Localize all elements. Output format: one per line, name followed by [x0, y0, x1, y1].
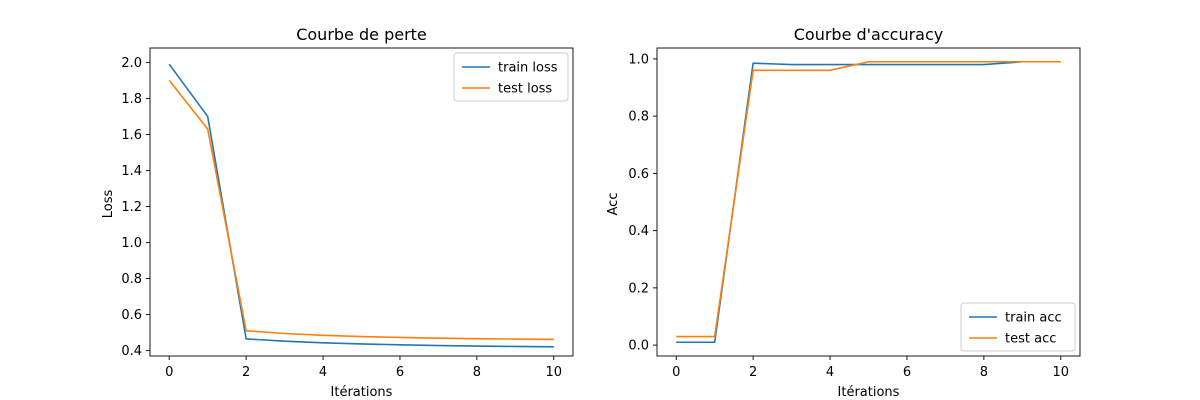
y-tick-label: 1.0 — [628, 52, 649, 67]
chart-title: Courbe de perte — [296, 25, 427, 44]
axes-frame — [656, 47, 1081, 357]
x-tick-label: 6 — [903, 365, 911, 380]
x-tick-label: 4 — [826, 365, 834, 380]
x-tick-label: 10 — [1052, 365, 1069, 380]
y-tick-label: 1.0 — [121, 236, 142, 251]
x-tick-label: 10 — [545, 365, 562, 380]
x-tick-label: 8 — [473, 365, 481, 380]
chart-title: Courbe d'accuracy — [794, 25, 944, 44]
y-tick-label: 0.8 — [628, 110, 649, 125]
y-tick-label: 1.4 — [121, 164, 142, 179]
x-axis-title: Itérations — [331, 385, 393, 400]
y-axis-title: Acc — [606, 193, 621, 216]
legend-label: train loss — [498, 61, 558, 76]
chart-loss: Courbe de perte 0 2 4 6 8 10 0.4 0.6 0.8 1.0 1.2 1.… — [101, 25, 574, 400]
y-tick-label: 0.0 — [628, 339, 649, 354]
x-axis-title: Itérations — [838, 385, 900, 400]
legend-box — [960, 302, 1076, 352]
x-tick-label: 0 — [672, 365, 680, 380]
y-tick-label: 1.2 — [121, 200, 142, 215]
legend-box — [453, 52, 569, 102]
y-tick-label: 0.4 — [121, 344, 142, 359]
y-tick-label: 0.8 — [121, 272, 142, 287]
legend-label: train acc — [1005, 311, 1062, 326]
chart-accuracy: Courbe d'accuracy 0 2 4 6 8 10 0.0 0.2 0.4 0.6 0.8… — [606, 25, 1081, 400]
legend: train loss test loss — [453, 52, 569, 102]
series-line — [676, 60, 1061, 338]
legend-label: test loss — [498, 82, 552, 97]
x-tick-label: 2 — [749, 365, 757, 380]
plot-area-loss: 0 2 4 6 8 10 0.4 0.6 0.8 1.0 1.2 1.4 1.6 1.8 2.0 train … — [121, 47, 574, 380]
axes-frame — [149, 47, 574, 357]
series-line — [168, 79, 554, 341]
y-tick-label: 0.6 — [628, 167, 649, 182]
legend: train acc test acc — [960, 302, 1076, 352]
y-tick-label: 2.0 — [121, 56, 142, 71]
y-tick-label: 1.6 — [121, 128, 142, 143]
legend-label: test acc — [1005, 332, 1056, 347]
y-tick-label: 1.8 — [121, 92, 142, 107]
y-axis-title: Loss — [101, 190, 116, 219]
x-tick-label: 8 — [980, 365, 988, 380]
x-tick-label: 4 — [319, 365, 327, 380]
x-tick-label: 2 — [242, 365, 250, 380]
y-tick-label: 0.4 — [628, 224, 649, 239]
x-tick-label: 0 — [165, 365, 173, 380]
x-tick-label: 6 — [396, 365, 404, 380]
y-tick-label: 0.6 — [121, 308, 142, 323]
y-tick-label: 0.2 — [628, 281, 649, 296]
plot-area-accuracy: 0 2 4 6 8 10 0.0 0.2 0.4 0.6 0.8 1.0 train acc test a… — [628, 47, 1081, 380]
